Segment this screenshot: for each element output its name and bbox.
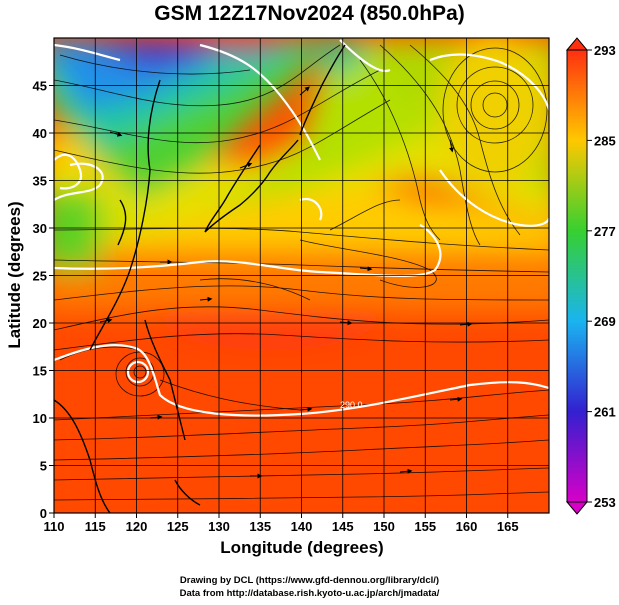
credits: Drawing by DCL (https://www.gfd-dennou.o…: [0, 574, 619, 600]
x-tick-label: 145: [332, 519, 354, 534]
y-tick-label: 10: [33, 411, 47, 426]
x-tick-label: 165: [497, 519, 519, 534]
colorbar-ticks: 253 261 269 277 285 293: [587, 43, 616, 510]
colorbar-tick-label: 293: [594, 43, 616, 58]
y-axis: 0 5 10 15 20 25 30 35 40 45: [33, 79, 54, 521]
colorbar-tick-label: 253: [594, 495, 616, 510]
y-tick-label: 0: [40, 506, 47, 521]
colorbar-tick-label: 277: [594, 224, 616, 239]
y-tick-label: 35: [33, 174, 47, 189]
x-axis: 110 115 120 125 130 135 140 145 150 155 160 165: [44, 513, 519, 534]
colorbar-bottom-arrow: [565, 501, 589, 515]
grid: [54, 38, 549, 513]
colorbar-tick-label: 269: [594, 314, 616, 329]
credit-line-1: Drawing by DCL (https://www.gfd-dennou.o…: [179, 575, 440, 586]
x-tick-label: 155: [414, 519, 436, 534]
chart-title: GSM 12Z17Nov2024 (850.0hPa): [154, 2, 465, 25]
x-tick-label: 150: [373, 519, 395, 534]
x-tick-label: 110: [44, 519, 65, 534]
colorbar: 253 261 269 277 285 293: [565, 37, 616, 515]
x-tick-label: 120: [126, 519, 148, 534]
coastlines: [54, 44, 346, 513]
colorbar-tick-label: 285: [594, 133, 616, 148]
x-axis-label: Longitude (degrees): [220, 538, 383, 557]
chart-svg: 290.0 110 115 120 125 130 135 140 145 150 155 160 1…: [5, 37, 616, 557]
contour-label: 290.0: [340, 400, 363, 410]
x-tick-label: 125: [167, 519, 189, 534]
streamline-arrows: [99, 86, 473, 479]
x-tick-label: 135: [249, 519, 271, 534]
temperature-field: [54, 38, 549, 513]
y-tick-label: 45: [33, 79, 47, 94]
x-tick-label: 115: [85, 519, 106, 534]
x-tick-label: 140: [291, 519, 313, 534]
y-tick-label: 20: [33, 316, 47, 331]
y-tick-label: 25: [33, 269, 47, 284]
y-tick-label: 15: [33, 364, 47, 379]
x-tick-label: 130: [208, 519, 230, 534]
credit-line-2: Data from http://database.rish.kyoto-u.a…: [179, 588, 440, 599]
y-tick-label: 40: [33, 126, 47, 141]
y-tick-label: 5: [40, 459, 47, 474]
x-tick-label: 160: [456, 519, 478, 534]
colorbar-scale: [566, 49, 588, 503]
y-tick-label: 30: [33, 221, 47, 236]
colorbar-tick-label: 261: [594, 405, 616, 420]
colorbar-top-arrow: [565, 37, 589, 51]
y-axis-label: Latitude (degrees): [5, 201, 24, 348]
